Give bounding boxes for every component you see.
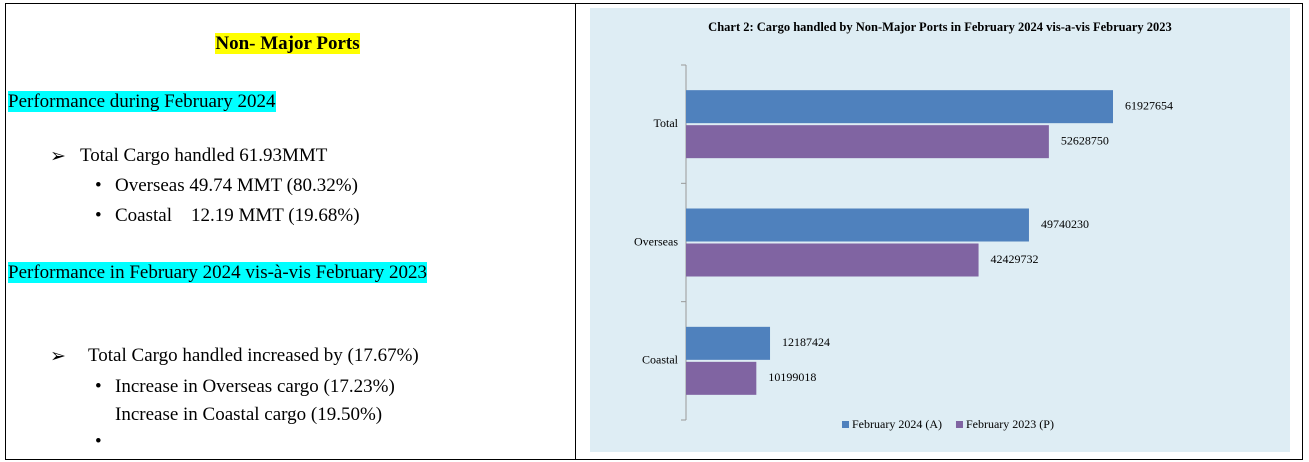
sub-bullet: Increase in Coastal cargo (19.50%) [115, 404, 383, 425]
data-label: 52628750 [1061, 133, 1109, 147]
heading-wrap: Non- Major Ports [0, 33, 575, 55]
bar [686, 90, 1113, 124]
section-title: Performance in February 2024 vis-à-vis F… [8, 260, 568, 286]
section-title-text: Performance during February 2024 [8, 91, 276, 112]
chart: Chart 2: Cargo handled by Non-Major Port… [590, 8, 1290, 452]
sub-bullet: Coastal 12.19 MMT (19.68%) [115, 205, 360, 226]
data-label: 10199018 [768, 370, 816, 384]
bar [686, 208, 1029, 242]
data-label: 12187424 [782, 335, 830, 349]
data-label: 61927654 [1125, 98, 1173, 112]
table-border [5, 3, 1303, 460]
sub-bullet-icon: • [95, 376, 102, 397]
section-title-text: Performance in February 2024 vis-à-vis F… [8, 262, 427, 283]
bullet-icon: ➢ [50, 146, 66, 167]
category-label: Overseas [634, 234, 678, 248]
data-label: 49740230 [1041, 217, 1089, 231]
sub-bullet: Overseas 49.74 MMT (80.32%) [115, 175, 358, 196]
bullet: Total Cargo handled 61.93MMT [80, 145, 328, 166]
legend-swatch [955, 421, 963, 428]
sub-bullet-icon: • [95, 431, 102, 452]
legend-label: February 2024 (A) [852, 417, 942, 431]
sub-bullet-icon: • [95, 205, 102, 226]
bar [686, 243, 979, 277]
bar [686, 326, 771, 360]
legend-swatch [842, 421, 849, 428]
section-title: Performance during February 2024 [8, 91, 276, 113]
bullet-icon: ➢ [50, 346, 66, 367]
heading: Non- Major Ports [215, 33, 360, 54]
chart-title: Chart 2: Cargo handled by Non-Major Port… [708, 20, 1172, 34]
category-label: Total [654, 116, 679, 130]
bullet: Total Cargo handled increased by (17.67%… [88, 345, 419, 366]
bar [686, 361, 757, 395]
data-label: 42429732 [991, 252, 1039, 266]
bar [686, 125, 1049, 159]
category-label: Coastal [642, 353, 679, 367]
sub-bullet-icon: • [95, 175, 102, 196]
cell-divider [575, 3, 576, 459]
sub-bullet: Increase in Overseas cargo (17.23%) [115, 376, 395, 397]
legend-label: February 2023 (P) [966, 417, 1054, 431]
